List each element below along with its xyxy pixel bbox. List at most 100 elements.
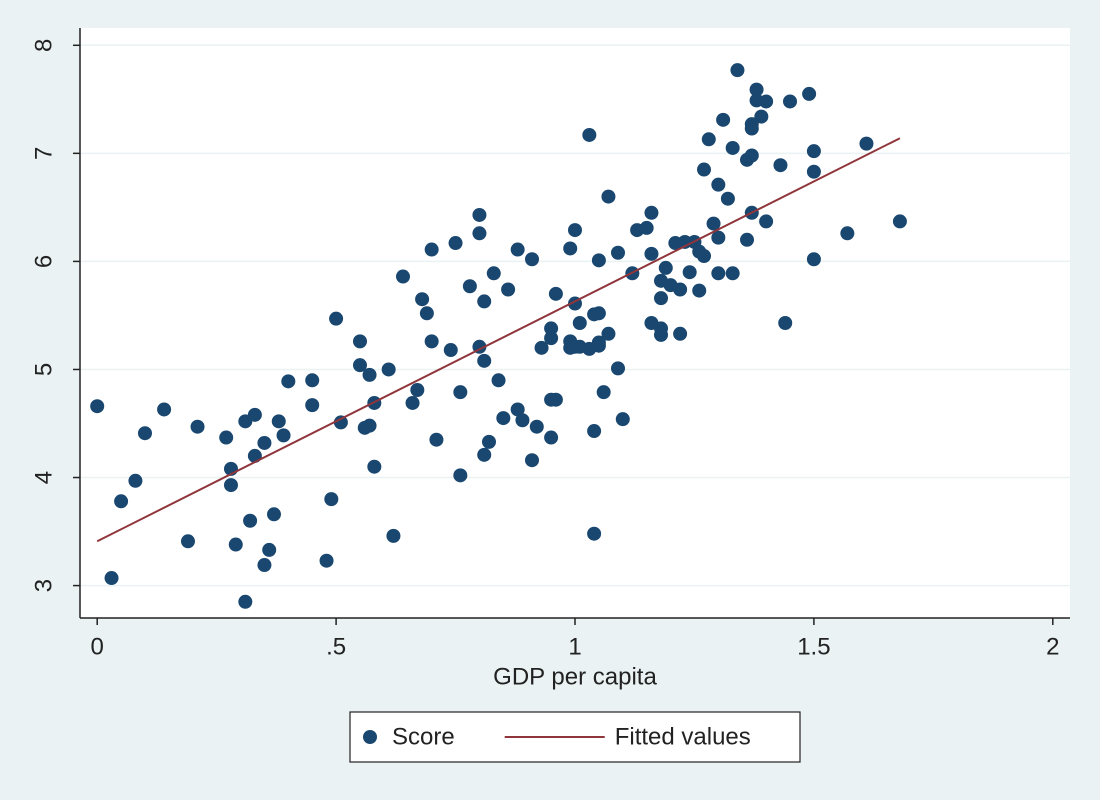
y-tick-label: 3 <box>30 579 57 592</box>
point <box>548 286 563 301</box>
point <box>352 334 367 349</box>
point <box>190 419 205 434</box>
point <box>701 132 716 147</box>
point <box>180 534 195 549</box>
point <box>711 177 726 192</box>
point <box>587 424 602 439</box>
point <box>90 399 105 414</box>
x-tick-label: 2 <box>1046 633 1059 660</box>
point <box>137 426 152 441</box>
point <box>730 63 745 78</box>
point <box>510 242 525 257</box>
point <box>515 413 530 428</box>
point <box>453 385 468 400</box>
point <box>591 306 606 321</box>
point <box>773 158 788 173</box>
point <box>462 279 477 294</box>
point <box>415 292 430 307</box>
x-tick-label: 1 <box>568 633 581 660</box>
y-tick-label: 6 <box>30 255 57 268</box>
point <box>716 112 731 127</box>
point <box>448 236 463 251</box>
point <box>524 453 539 468</box>
point <box>654 321 669 336</box>
point <box>725 266 740 281</box>
point <box>654 291 669 306</box>
point <box>673 326 688 341</box>
y-tick-label: 5 <box>30 363 57 376</box>
point <box>247 407 262 422</box>
point <box>333 415 348 430</box>
point <box>424 334 439 349</box>
point <box>591 253 606 268</box>
y-tick-label: 8 <box>30 39 57 52</box>
point <box>644 246 659 261</box>
point <box>324 492 339 507</box>
point <box>568 223 582 238</box>
point <box>367 459 382 474</box>
point <box>744 148 759 163</box>
point <box>692 283 707 298</box>
point <box>157 402 172 417</box>
point <box>587 526 602 541</box>
point <box>257 558 272 573</box>
point <box>673 282 688 297</box>
point <box>472 207 487 222</box>
x-tick-label: 0 <box>91 633 104 660</box>
point <box>424 242 439 257</box>
x-axis-label: GDP per capita <box>493 663 657 690</box>
point <box>840 226 855 241</box>
point <box>806 252 821 267</box>
legend-marker <box>363 730 377 744</box>
point <box>611 361 626 376</box>
point <box>596 385 611 400</box>
point <box>281 374 296 389</box>
x-tick-label: .5 <box>326 633 346 660</box>
point <box>582 127 597 142</box>
point <box>572 316 587 330</box>
point <box>247 448 262 463</box>
point <box>501 282 516 297</box>
point <box>548 392 563 407</box>
point <box>639 220 654 235</box>
point <box>395 269 410 284</box>
point <box>477 353 492 368</box>
point <box>410 382 425 397</box>
point <box>238 594 253 609</box>
point <box>405 395 420 410</box>
point <box>524 252 539 267</box>
point <box>257 435 272 450</box>
point <box>486 266 501 281</box>
point <box>749 82 764 97</box>
point <box>658 260 673 275</box>
point <box>759 214 774 229</box>
point <box>228 537 243 552</box>
legend-label: Score <box>392 723 455 750</box>
point <box>219 430 234 445</box>
point <box>329 311 344 326</box>
point <box>706 216 721 231</box>
point <box>806 144 821 159</box>
point <box>725 140 740 155</box>
point <box>544 321 559 336</box>
point <box>305 373 320 388</box>
point <box>682 265 697 280</box>
point <box>510 402 525 417</box>
point <box>362 367 377 382</box>
point <box>481 434 496 449</box>
point <box>778 316 793 330</box>
point <box>544 430 559 445</box>
point <box>443 343 458 358</box>
point <box>477 447 492 462</box>
point <box>276 428 291 443</box>
point <box>262 542 277 557</box>
point <box>892 214 907 229</box>
point <box>472 226 487 241</box>
point <box>477 294 492 309</box>
point <box>453 468 468 483</box>
point <box>591 335 606 350</box>
point <box>601 326 616 341</box>
point <box>266 507 281 522</box>
point <box>759 94 774 109</box>
